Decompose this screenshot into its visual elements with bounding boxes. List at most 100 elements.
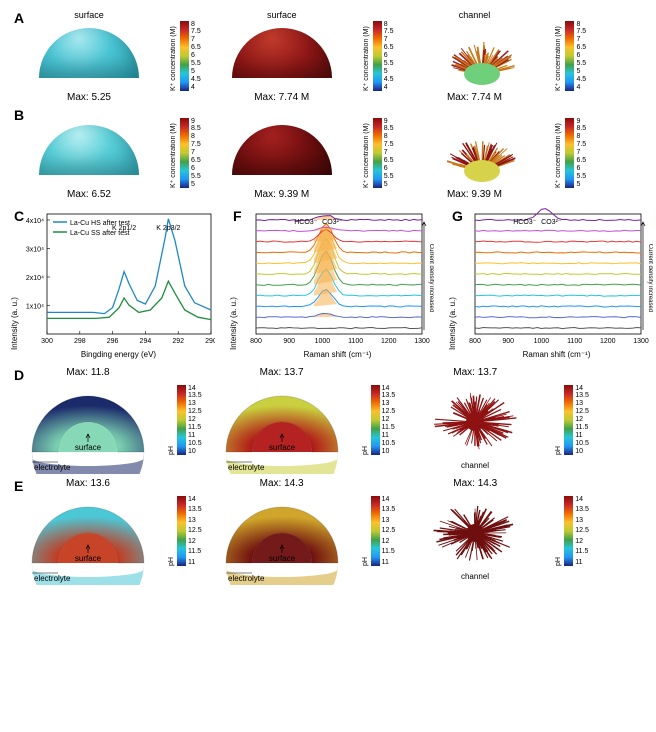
colorbar-bar: [373, 21, 382, 91]
svg-text:1200: 1200: [381, 338, 397, 345]
svg-text:800: 800: [250, 338, 262, 345]
c-ylabel: Intensity (a. u.): [10, 206, 19, 350]
colorbar-ticks: 1413.51312.51211.51110.510: [573, 385, 589, 455]
hemisphere: [39, 125, 139, 175]
colorbar-label: K⁺ concentration (M): [363, 118, 371, 188]
colorbar-label: K⁺ concentration (M): [170, 21, 178, 91]
ph-cell: Max: 14.3channel: [397, 476, 553, 585]
colorbar: K⁺ concentration (M) 87.576.565.554.54: [170, 21, 201, 91]
svg-text:1000: 1000: [534, 338, 550, 345]
hemisphere: [39, 28, 139, 78]
sim-cell: Max: 6.52: [10, 105, 168, 200]
svg-text:electrolyte: electrolyte: [228, 463, 265, 472]
label-d: D: [14, 367, 24, 383]
colorbar: K⁺ concentration (M) 87.576.565.554.54: [363, 21, 394, 91]
colorbar: pH1413.51312.51211.51110.510: [168, 385, 202, 455]
colorbar-bar: [373, 118, 382, 188]
cell-top-label: Max: 11.8: [66, 367, 109, 378]
panel-f: F Intensity (a. u.) 80090010001100120013…: [229, 206, 434, 359]
colorbar-ticks: 98.587.576.565.55: [189, 118, 201, 188]
colorbar: pH 1413.51312.51211.511: [555, 496, 589, 566]
colorbar-label: pH: [362, 385, 369, 455]
svg-text:surface: surface: [269, 554, 296, 563]
colorbar: K⁺ concentration (M)98.587.576.565.55: [170, 118, 201, 188]
svg-text:Current density increased: Current density increased: [428, 244, 434, 312]
ph-cell: Max: 13.7channel: [397, 365, 553, 474]
colorbar-ticks: 87.576.565.554.54: [382, 21, 394, 91]
svg-text:electrolyte: electrolyte: [34, 463, 71, 472]
colorbar-ticks: 87.576.565.554.54: [189, 21, 201, 91]
colorbar-bar: [177, 496, 186, 566]
raman-chart-g: 8009001000110012001300HCO3⁻CO3²⁻Current …: [457, 206, 653, 350]
sim-cell: surfaceMax: 5.25: [10, 8, 168, 103]
colorbar-ticks: 1413.51312.51211.51110.510: [380, 385, 396, 455]
svg-text:1200: 1200: [600, 338, 616, 345]
colorbar-label: K⁺ concentration (M): [363, 21, 371, 91]
colorbar: K⁺ concentration (M) 98.587.576.565.55: [363, 118, 394, 188]
colorbar-ticks: 98.587.576.565.55: [574, 118, 586, 188]
svg-text:292: 292: [172, 338, 184, 345]
colorbar: K⁺ concentration (M)87.576.565.554.54: [555, 21, 586, 91]
colorbar-bar: [564, 496, 573, 566]
colorbar-bar: [177, 385, 186, 455]
colorbar-ticks: 1413.51312.51211.511: [186, 496, 202, 566]
svg-text:surface: surface: [75, 554, 102, 563]
svg-text:298: 298: [74, 338, 86, 345]
raman-chart-f: 8009001000110012001300HCO3⁻CO3²⁻Current …: [238, 206, 434, 350]
svg-text:K 2p3/2: K 2p3/2: [156, 225, 180, 232]
colorbar-bar: [564, 385, 573, 455]
svg-text:1100: 1100: [567, 338, 582, 345]
ph-sector: surface electrolyte: [18, 489, 158, 585]
cell-top-label: Max: 13.7: [453, 367, 497, 378]
svg-text:290: 290: [205, 338, 215, 345]
xps-chart: 3002982962942922901x10⁴2x10⁴3x10⁴4x10⁴La…: [19, 206, 215, 350]
ph-sector: surfaceelectrolyte: [212, 378, 352, 474]
ph-cell: Max: 11.8 surface electrolyte: [10, 365, 166, 474]
cell-top-label: Max: 14.3: [260, 478, 304, 489]
label-f: F: [233, 208, 242, 224]
svg-text:CO3²⁻: CO3²⁻: [322, 219, 343, 226]
label-b: B: [14, 107, 24, 123]
colorbar-label: pH: [555, 496, 562, 566]
svg-text:CO3²⁻: CO3²⁻: [541, 219, 562, 226]
hemisphere: [232, 28, 332, 78]
ph-cell: Max: 13.6 surface electrolyte: [10, 476, 166, 585]
colorbar-bar: [565, 118, 574, 188]
ph-sector: surfaceelectrolyte: [212, 489, 352, 585]
panel-a: A surfaceMax: 5.25K⁺ concentration (M)87…: [10, 8, 646, 103]
ph-cell: Max: 13.7surfaceelectrolyte: [204, 365, 360, 474]
sim-cell: surfaceMax: 7.74 M: [203, 8, 361, 103]
label-e: E: [14, 478, 23, 494]
cell-bottom-label: Max: 9.39 M: [254, 189, 309, 200]
sim-cell: Max: 9.39 M: [395, 105, 553, 200]
ph-sector: surface electrolyte: [18, 378, 158, 474]
cell-top-label: surface: [267, 10, 297, 20]
urchin-model: [432, 129, 532, 189]
colorbar-bar: [371, 385, 380, 455]
cell-bottom-label: Max: 7.74 M: [447, 92, 502, 103]
svg-text:800: 800: [469, 338, 481, 345]
cell-top-label: Max: 13.6: [66, 478, 110, 489]
colorbar-ticks: 1413.51312.51211.511: [573, 496, 589, 566]
colorbar-label: pH: [168, 385, 175, 455]
svg-text:K 2p1/2: K 2p1/2: [112, 225, 136, 232]
colorbar-ticks: 98.587.576.565.55: [382, 118, 394, 188]
colorbar-bar: [180, 21, 189, 91]
svg-text:electrolyte: electrolyte: [34, 574, 71, 583]
colorbar: pH1413.51312.51211.51110.510: [555, 385, 589, 455]
cell-bottom-label: Max: 6.52: [67, 189, 111, 200]
colorbar-ticks: 1413.51312.51211.511: [380, 496, 396, 566]
colorbar-bar: [371, 496, 380, 566]
svg-text:4x10⁴: 4x10⁴: [26, 218, 44, 225]
panel-g: G Intensity (a. u.) 80090010001100120013…: [448, 206, 653, 359]
ph-channel: channel: [405, 378, 545, 474]
urchin-model: [432, 32, 532, 92]
f-xlabel: Raman shift (cm⁻¹): [229, 350, 434, 359]
svg-text:296: 296: [107, 338, 119, 345]
colorbar-label: K⁺ concentration (M): [555, 118, 563, 188]
svg-text:HCO3⁻: HCO3⁻: [294, 219, 317, 226]
label-a: A: [14, 10, 24, 26]
colorbar-label: pH: [168, 496, 175, 566]
svg-text:surface: surface: [75, 443, 102, 452]
svg-text:1300: 1300: [414, 338, 430, 345]
